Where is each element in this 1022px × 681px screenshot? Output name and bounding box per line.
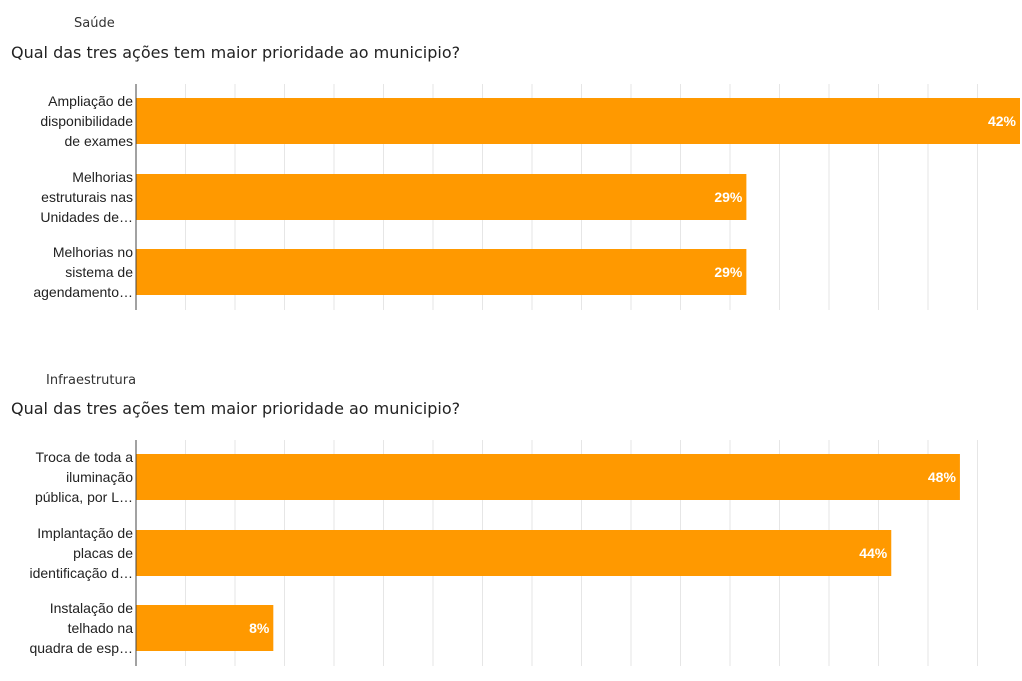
bar [136, 454, 960, 500]
category-label: quadra de esp… [29, 640, 133, 656]
chart-title-infraestrutura: Qual das tres ações tem maior prioridade… [11, 399, 461, 418]
bar-chart-saude: 42% Ampliação de disponibilidade de exames 2… [33, 84, 1020, 310]
bar-chart-infraestrutura: 48% Troca de toda a iluminação pública, por… [29, 440, 978, 666]
category-label: sistema de [65, 264, 133, 280]
bar-value-label: 29% [714, 189, 743, 205]
bar [136, 530, 892, 576]
bar-value-label: 44% [859, 545, 888, 561]
category-label: placas de [73, 545, 133, 561]
category-label: Melhorias no [53, 244, 133, 260]
bar [136, 174, 747, 220]
bar-value-label: 42% [988, 113, 1017, 129]
category-label: telhado na [68, 620, 134, 636]
category-label: Implantação de [37, 525, 133, 541]
category-label: estruturais nas [41, 189, 133, 205]
chart-title-saude: Qual das tres ações tem maior prioridade… [11, 43, 461, 62]
category-label: disponibilidade [40, 113, 133, 129]
category-label: Unidades de… [40, 209, 133, 225]
bar-value-label: 8% [249, 620, 270, 636]
category-label: identificação d… [29, 565, 133, 581]
bar [136, 605, 274, 651]
category-label: pública, por L… [35, 489, 133, 505]
category-label: Instalação de [50, 600, 133, 616]
category-label: de exames [65, 133, 133, 149]
bar-value-label: 29% [714, 264, 743, 280]
category-label: agendamento… [33, 284, 133, 300]
section-label-saude: Saúde [74, 16, 115, 31]
bar [136, 98, 1020, 144]
category-label: Troca de toda a [35, 449, 133, 465]
bar [136, 249, 747, 295]
category-label: Ampliação de [48, 93, 133, 109]
category-label: iluminação [66, 469, 133, 485]
category-label: Melhorias [72, 169, 133, 185]
bar-value-label: 48% [928, 469, 957, 485]
section-label-infraestrutura: Infraestrutura [46, 373, 137, 388]
